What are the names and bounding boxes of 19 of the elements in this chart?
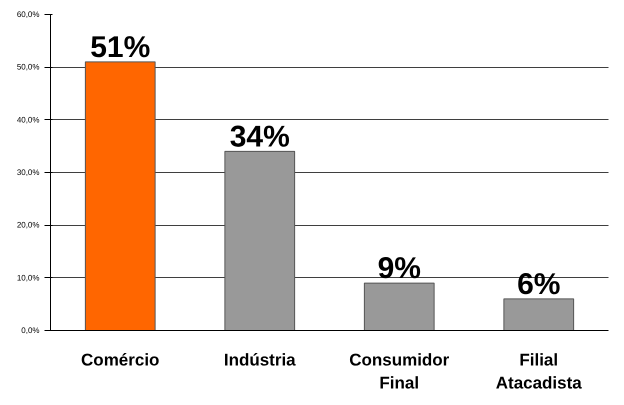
x-tick-label: Comércio <box>81 350 160 370</box>
y-tick-label: 30,0% <box>16 168 40 177</box>
x-tick-label: Consumidor Final <box>349 350 450 392</box>
y-tick-label: 10,0% <box>16 273 40 282</box>
data-label: 51% <box>90 30 150 64</box>
data-label: 34% <box>230 120 290 154</box>
bar <box>364 282 435 330</box>
y-tick-label: 40,0% <box>16 115 40 124</box>
bar <box>84 61 156 330</box>
data-label: 6% <box>517 268 560 301</box>
y-tick-label: 50,0% <box>16 62 40 72</box>
y-tick-label: 0,0% <box>21 326 40 335</box>
y-tick-label: 60,0% <box>16 10 40 19</box>
y-tick-label: 20,0% <box>16 220 40 230</box>
x-tick-label: Filial Atacadista <box>496 350 582 392</box>
bar <box>224 150 296 330</box>
x-tick-label: Indústria <box>224 350 296 370</box>
data-label: 9% <box>378 252 421 286</box>
bar <box>503 298 574 330</box>
